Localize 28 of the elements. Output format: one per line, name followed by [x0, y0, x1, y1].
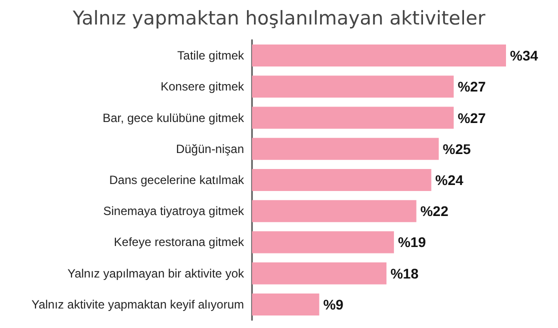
- y-tick-label: Tatile gitmek: [177, 48, 245, 63]
- data-label: %24: [435, 172, 464, 188]
- data-label: %9: [323, 296, 344, 312]
- data-label: %27: [458, 110, 486, 126]
- bar: [252, 169, 432, 191]
- y-tick-label: Sinemaya tiyatroya gitmek: [103, 204, 245, 218]
- y-tick-label: Yalnız aktivite yapmaktan keyif alıyorum: [31, 297, 244, 312]
- y-tick-label: Dans gecelerine katılmak: [109, 173, 245, 187]
- chart-title: Yalnız yapmaktan hoşlanılmayan aktiviteler: [72, 8, 486, 30]
- data-label: %25: [442, 140, 471, 157]
- bar: [252, 106, 454, 129]
- bar: [252, 231, 394, 254]
- y-tick-label: Düğün-nişan: [176, 142, 244, 156]
- bar: [252, 44, 506, 67]
- y-tick-label: Bar, gece kulübüne gitmek: [102, 110, 245, 125]
- bar: [252, 262, 386, 284]
- data-label: %18: [390, 265, 419, 282]
- data-label: %22: [420, 203, 449, 220]
- bar: [252, 138, 439, 160]
- y-tick-label: Kefeye restorana gitmek: [114, 235, 245, 250]
- bar: [252, 200, 416, 222]
- data-label: %27: [458, 78, 486, 95]
- bar: [252, 76, 454, 98]
- y-tick-label: Yalnız yapılmayan bir aktivite yok: [67, 266, 245, 280]
- y-tick-label: Konsere gitmek: [160, 80, 245, 94]
- data-label: %19: [398, 234, 426, 250]
- bar: [252, 293, 320, 316]
- data-label: %34: [510, 48, 538, 64]
